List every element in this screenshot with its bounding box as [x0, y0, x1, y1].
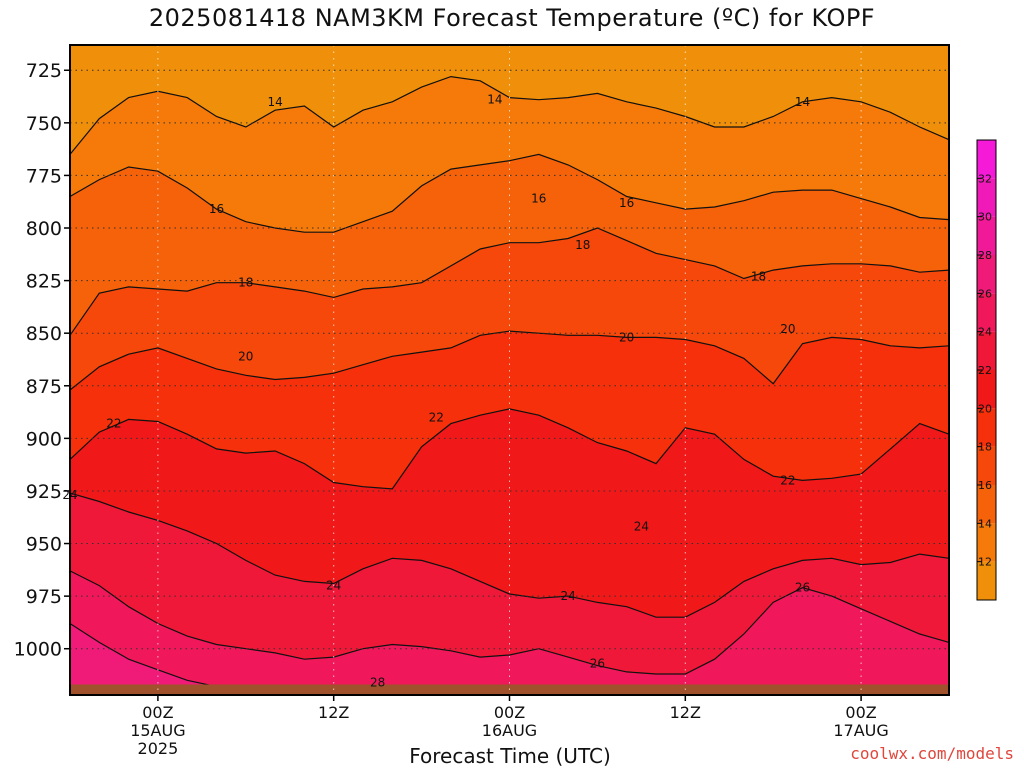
isotherm-label-18: 18 [575, 238, 590, 252]
colorbar-swatch [977, 561, 996, 600]
x-tick-label: 00Z [142, 703, 173, 722]
colorbar-label: 24 [978, 326, 992, 339]
colorbar-label: 16 [978, 479, 992, 492]
colorbar-label: 22 [978, 364, 992, 377]
isotherm-label-24: 24 [634, 520, 649, 534]
colorbar-swatch [977, 140, 996, 179]
x-tick-label: 12Z [318, 703, 349, 722]
x-tick-label: 2025 [138, 739, 179, 758]
isotherm-label-16: 16 [209, 202, 224, 216]
colorbar-swatch [977, 293, 996, 332]
y-tick-label: 825 [26, 271, 62, 293]
y-tick-label: 1000 [14, 639, 62, 661]
isotherm-22 [69, 408, 950, 490]
isotherm-label-22: 22 [429, 410, 444, 424]
y-tick-label: 800 [26, 218, 62, 240]
isotherm-label-18: 18 [751, 269, 766, 283]
isotherm-label-20: 20 [780, 322, 795, 336]
temperature-band-28 [70, 623, 246, 695]
isotherm-label-18: 18 [238, 276, 253, 290]
colorbar-swatch [977, 178, 996, 217]
colorbar-swatch [977, 255, 996, 294]
x-tick-label: 00Z [494, 703, 525, 722]
y-tick-label: 875 [26, 376, 62, 398]
y-tick-label: 750 [26, 113, 62, 135]
isotherm-label-22: 22 [780, 473, 795, 487]
x-tick-label: 15AUG [130, 721, 185, 740]
isotherm-24 [69, 492, 950, 618]
isotherm-label-16: 16 [531, 192, 546, 206]
colorbar-swatch [977, 216, 996, 255]
x-tick-label: 00Z [845, 703, 876, 722]
isotherm-label-16: 16 [619, 196, 634, 210]
isotherm-label-14: 14 [795, 95, 810, 109]
isotherm-label-22: 22 [106, 417, 121, 431]
x-tick-label: 17AUG [833, 721, 888, 740]
isotherm-label-24: 24 [326, 579, 341, 593]
isotherm-label-20: 20 [619, 330, 634, 344]
isotherm-18 [69, 227, 950, 336]
isotherm-26 [69, 570, 950, 675]
isotherm-label-24: 24 [560, 589, 575, 603]
colorbar-label: 26 [978, 287, 992, 300]
isotherm-label-14: 14 [487, 93, 502, 107]
isotherm-label-20: 20 [238, 349, 253, 363]
colorbar-swatch [977, 523, 996, 562]
colorbar-label: 20 [978, 402, 992, 415]
y-tick-label: 850 [26, 323, 62, 345]
colorbar-label: 30 [978, 211, 992, 224]
isotherm-label-26: 26 [590, 656, 605, 670]
y-tick-label: 950 [26, 534, 62, 556]
colorbar-label: 12 [978, 556, 992, 569]
y-tick-label: 975 [26, 586, 62, 608]
x-axis-label: Forecast Time (UTC) [409, 744, 611, 768]
temperature-band-26 [70, 570, 949, 695]
credit-link[interactable]: coolwx.com/models [850, 744, 1014, 763]
y-tick-label: 725 [26, 60, 62, 82]
isotherm-16 [69, 153, 950, 233]
colorbar-swatch [977, 408, 996, 447]
y-tick-label: 900 [26, 428, 62, 450]
y-tick-label: 775 [26, 165, 62, 187]
chart-title: 2025081418 NAM3KM Forecast Temperature (… [148, 4, 876, 32]
isotherm-label-14: 14 [267, 95, 282, 109]
x-tick-label: 12Z [670, 703, 701, 722]
colorbar-label: 28 [978, 249, 992, 262]
colorbar-swatch [977, 331, 996, 370]
isotherm-label-28: 28 [370, 675, 385, 689]
colorbar-label: 32 [978, 172, 992, 185]
x-tick-label: 16AUG [482, 721, 537, 740]
colorbar-label: 18 [978, 441, 992, 454]
colorbar-swatch [977, 446, 996, 485]
y-tick-label: 925 [26, 481, 62, 503]
colorbar-label: 14 [978, 517, 992, 530]
isotherm-label-26: 26 [795, 581, 810, 595]
colorbar-swatch [977, 370, 996, 409]
colorbar-swatch [977, 485, 996, 524]
